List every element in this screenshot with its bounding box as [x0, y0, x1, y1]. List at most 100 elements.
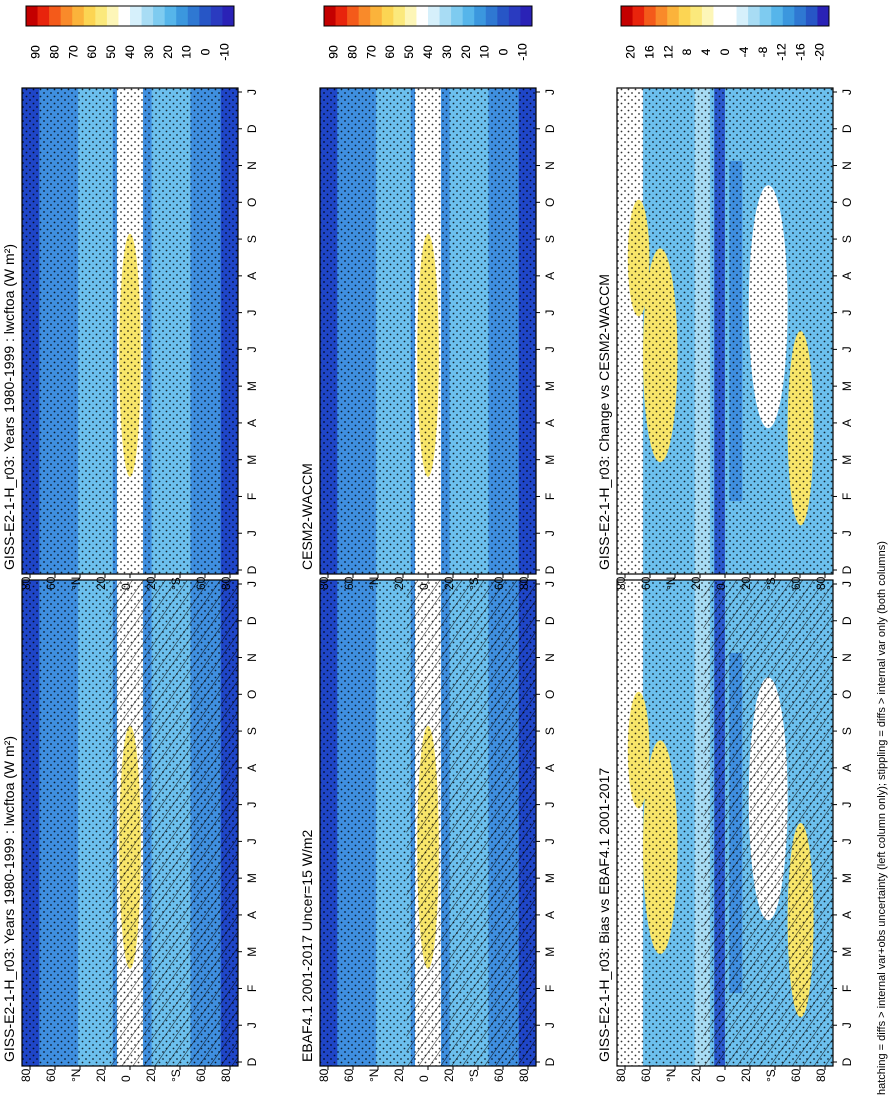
colorbar-swatch — [358, 6, 371, 26]
lat-tick-label: °N — [69, 577, 83, 590]
colorbar-swatch — [83, 6, 96, 26]
lat-tick-label: 80 — [614, 1068, 628, 1082]
chart-panel: GISS-E2-1-H_r03: Years 1980-1999 : lwcft… — [1, 5, 259, 590]
colorbar-swatch — [644, 6, 657, 26]
month-tick-label: D — [245, 616, 259, 625]
colorbar-label: 80 — [345, 45, 359, 59]
colorbar-swatch — [782, 6, 795, 26]
lat-tick-label: 80 — [517, 1068, 531, 1082]
month-tick-label: S — [543, 727, 557, 735]
colorbar-swatch — [210, 6, 223, 26]
month-tick-label: D — [840, 565, 854, 574]
panel-title: EBAF4.1 2001-2017 Uncer=15 W/m2 — [299, 829, 315, 1062]
month-tick-label: D — [245, 565, 259, 574]
colorbar-label: 30 — [440, 45, 454, 59]
colorbar-label: 40 — [123, 45, 137, 59]
lat-tick-label: 20 — [144, 1068, 158, 1082]
colorbar-label: 40 — [421, 45, 435, 59]
month-tick-label: N — [543, 653, 557, 662]
lat-tick-label: 0 — [417, 1075, 431, 1082]
month-tick-label: J — [245, 581, 259, 587]
lat-tick-label: 20 — [442, 1068, 456, 1082]
colorbar-swatch — [164, 6, 177, 26]
lat-tick-label: 60 — [342, 576, 356, 590]
colorbar-swatch — [324, 6, 337, 26]
colorbar: 90 80 70 60 50 40 30 20 10 0 -10 — [25, 5, 235, 61]
colorbar-swatch — [725, 6, 738, 26]
colorbar-label: 4 — [699, 48, 713, 55]
colorbar-label: 80 — [47, 45, 61, 59]
colorbar-label: -8 — [756, 46, 770, 57]
lat-tick-label: °S — [467, 1069, 481, 1082]
colorbar-swatch — [632, 6, 645, 26]
colorbar-label: -12 — [775, 43, 789, 61]
colorbar-swatch — [713, 6, 726, 26]
colorbar-frame — [25, 5, 235, 27]
colorbar-label: 0 — [718, 48, 732, 55]
colorbar-swatch — [141, 6, 154, 26]
lat-tick-label: 60 — [789, 576, 803, 590]
month-tick-label: J — [543, 346, 557, 352]
month-tick-label: J — [543, 310, 557, 316]
colorbar-label: -4 — [737, 46, 751, 57]
colorbar-label: -10 — [218, 43, 232, 61]
month-tick-label: F — [245, 493, 259, 500]
hatching-overlay — [108, 580, 239, 1066]
lat-tick-label: 60 — [639, 1068, 653, 1082]
lat-tick-label: 20 — [689, 1068, 703, 1082]
colorbar-label: -12 — [775, 43, 789, 61]
lat-tick-label: °N — [69, 1069, 83, 1082]
month-tick-label: J — [245, 89, 259, 95]
panel-title: GISS-E2-1-H_r03: Bias vs EBAF4.1 2001-20… — [596, 768, 612, 1062]
panel-title: GISS-E2-1-H_r03: Years 1980-1999 : lwcft… — [1, 736, 17, 1062]
month-tick-label: D — [840, 616, 854, 625]
colorbar-label: 70 — [66, 45, 80, 59]
colorbar-swatch — [335, 6, 348, 26]
colorbar-label: 20 — [161, 45, 175, 59]
lat-tick-label: 0 — [714, 583, 728, 590]
colorbar-label: 80 — [345, 45, 359, 59]
colorbar-label: 60 — [85, 45, 99, 59]
month-tick-label: M — [245, 455, 259, 465]
month-tick-label: J — [245, 1022, 259, 1028]
colorbar-swatch — [474, 6, 487, 26]
hatching-overlay — [703, 580, 833, 1066]
colorbar-label: -20 — [813, 43, 827, 61]
month-tick-label: F — [543, 493, 557, 500]
month-tick-label: J — [543, 838, 557, 844]
month-tick-label: M — [543, 873, 557, 883]
colorbar-label: 90 — [326, 45, 340, 59]
month-tick-label: J — [840, 310, 854, 316]
colorbar-swatch — [428, 6, 441, 26]
colorbar-label: 10 — [180, 45, 194, 59]
lat-tick-label: 80 — [614, 576, 628, 590]
month-tick-label: M — [245, 947, 259, 957]
month-tick-label: J — [840, 530, 854, 536]
month-tick-label: A — [245, 911, 259, 919]
lat-tick-label: 60 — [342, 1068, 356, 1082]
colorbar-swatch — [678, 6, 691, 26]
colorbar-swatch — [95, 6, 108, 26]
lat-tick-label: °N — [664, 1069, 678, 1082]
month-tick-label: D — [543, 1057, 557, 1066]
colorbar-swatch — [520, 6, 533, 26]
colorbar-swatch — [347, 6, 360, 26]
lat-tick-label: 20 — [689, 576, 703, 590]
colorbar-label: 8 — [680, 48, 694, 55]
month-tick-label: A — [245, 419, 259, 427]
colorbar-label: -8 — [756, 46, 770, 57]
month-tick-label: M — [543, 381, 557, 391]
month-tick-label: A — [543, 764, 557, 772]
colorbar-label: 90 — [28, 45, 42, 59]
colorbar-label: -10 — [516, 43, 530, 61]
colorbar-swatch — [485, 6, 498, 26]
lat-tick-label: 0 — [119, 583, 133, 590]
lat-tick-label: 80 — [219, 576, 233, 590]
month-tick-label: J — [840, 1022, 854, 1028]
month-tick-label: N — [245, 161, 259, 170]
lat-tick-label: °N — [367, 577, 381, 590]
lat-tick-label: 60 — [492, 1068, 506, 1082]
colorbar-label: 60 — [85, 45, 99, 59]
month-tick-label: S — [543, 235, 557, 243]
